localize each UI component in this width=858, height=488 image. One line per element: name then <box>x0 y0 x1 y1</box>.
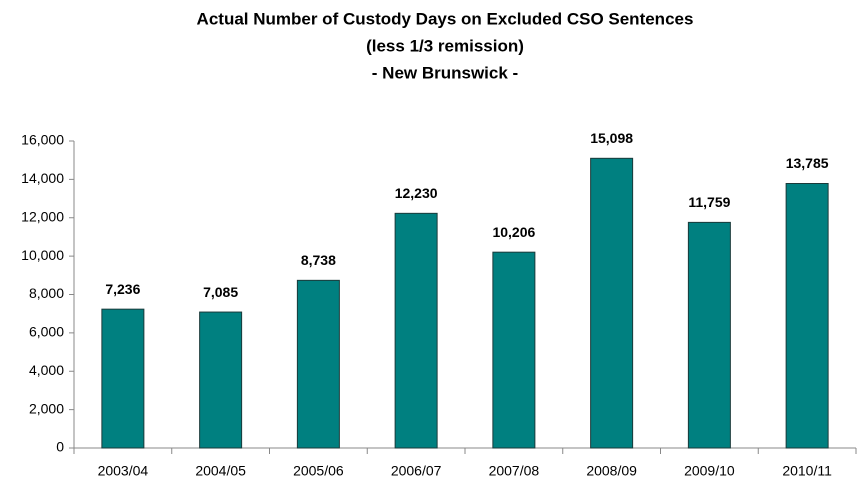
x-tick-label: 2004/05 <box>195 463 246 479</box>
x-tick-label: 2005/06 <box>293 463 344 479</box>
x-tick-label: 2007/08 <box>489 463 540 479</box>
bar <box>101 308 145 449</box>
y-tick-label: 16,000 <box>21 132 64 148</box>
bar <box>785 183 829 449</box>
chart-title: Actual Number of Custody Days on Exclude… <box>197 9 694 28</box>
data-label: 11,759 <box>688 194 730 210</box>
data-label: 7,085 <box>203 284 238 300</box>
bar <box>492 251 536 449</box>
y-tick-label: 10,000 <box>21 247 64 263</box>
y-tick-label: 2,000 <box>29 400 64 416</box>
data-label: 7,236 <box>105 281 140 297</box>
bar <box>199 311 243 449</box>
y-tick-label: 14,000 <box>21 170 64 186</box>
chart-title: (less 1/3 remission) <box>366 36 524 55</box>
y-tick-label: 0 <box>56 439 64 455</box>
x-tick-label: 2003/04 <box>98 463 149 479</box>
y-tick-label: 4,000 <box>29 362 64 378</box>
x-tick-label: 2010/11 <box>782 463 832 479</box>
x-tick-label: 2008/09 <box>586 463 637 479</box>
bar <box>590 157 634 449</box>
data-label: 15,098 <box>590 130 633 146</box>
bar <box>394 212 438 449</box>
data-label: 8,738 <box>301 252 336 268</box>
y-tick-label: 12,000 <box>21 208 64 224</box>
data-label: 12,230 <box>395 185 438 201</box>
chart-title: - New Brunswick - <box>372 63 518 82</box>
data-label: 13,785 <box>786 155 829 171</box>
bar <box>296 279 340 449</box>
y-tick-label: 6,000 <box>29 324 64 340</box>
bar <box>687 221 731 449</box>
y-tick-label: 8,000 <box>29 285 64 301</box>
x-tick-label: 2006/07 <box>391 463 442 479</box>
data-label: 10,206 <box>492 224 535 240</box>
x-tick-label: 2009/10 <box>684 463 735 479</box>
